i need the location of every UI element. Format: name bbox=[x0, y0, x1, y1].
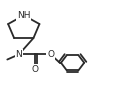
Text: N: N bbox=[15, 50, 22, 59]
Text: O: O bbox=[47, 50, 54, 59]
Text: O: O bbox=[31, 65, 38, 74]
Text: NH: NH bbox=[17, 11, 30, 20]
